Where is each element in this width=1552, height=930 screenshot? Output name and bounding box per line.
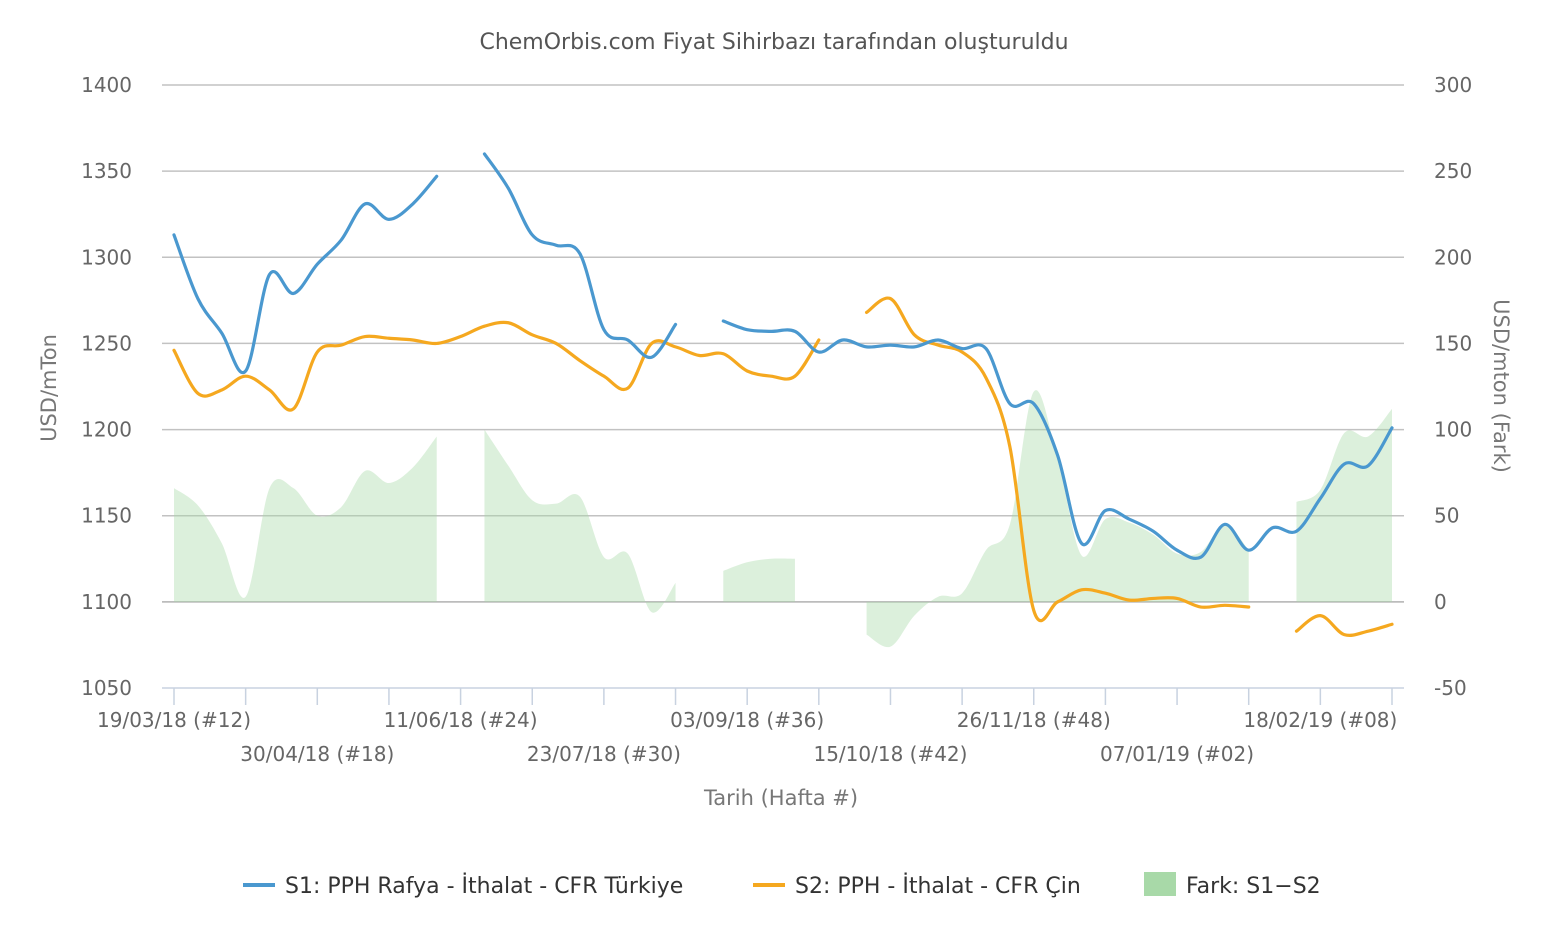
x-tick-label: 19/03/18 (#12) [97,708,251,732]
x-tick-label: 18/02/19 (#08) [1243,708,1397,732]
legend-item-fark[interactable]: Fark: S1−S2 [1144,872,1321,899]
series-s1-line [482,152,678,359]
series-s1-line [172,174,439,375]
series-s1-line [721,319,1394,561]
y-left-tick-label: 1400 [81,73,132,97]
x-axis-title: Tarih (Hafta #) [703,786,858,810]
legend: S1: PPH Rafya - İthalat - CFR Türkiye S2… [243,872,1321,899]
y-left-tick-label: 1300 [81,245,132,269]
y-left-tick-label: 1200 [81,418,132,442]
y-axis-right-ticks: -50 0 50 100 150 200 250 300 [1434,73,1472,700]
y-right-tick-label: 200 [1434,245,1472,269]
legend-label-fark: Fark: S1−S2 [1186,874,1321,899]
difference-area [484,429,676,613]
series-s2-line [864,296,1251,623]
chart-title: ChemOrbis.com Fiyat Sihirbazı tarafından… [479,30,1068,55]
y-right-tick-label: 0 [1434,590,1447,614]
x-tick-label: 26/11/18 (#48) [957,708,1111,732]
x-tick-label: 15/10/18 (#42) [813,742,967,766]
series-s2-line [172,320,821,412]
series-s2-line [1294,614,1394,637]
y-left-tick-label: 1350 [81,159,132,183]
legend-label-s1: S1: PPH Rafya - İthalat - CFR Türkiye [285,873,683,899]
y-axis-left-ticks: 1050 1100 1150 1200 1250 1300 1350 1400 [81,73,132,700]
y-axis-right-title: USD/mton (Fark) [1489,299,1513,473]
x-tick-label: 23/07/18 (#30) [527,742,681,766]
x-tick-label: 07/01/19 (#02) [1100,742,1254,766]
x-tick-label: 03/09/18 (#36) [670,708,824,732]
legend-item-s1[interactable]: S1: PPH Rafya - İthalat - CFR Türkiye [243,873,683,899]
difference-area [723,558,795,602]
x-axis-ticks: 19/03/18 (#12) 30/04/18 (#18) 11/06/18 (#2… [97,687,1404,766]
y-right-tick-label: 300 [1434,73,1472,97]
legend-label-s2: S2: PPH - İthalat - CFR Çin [795,873,1081,899]
series-lines-layer [172,152,1394,637]
difference-area [174,436,437,602]
difference-area [866,390,1249,648]
y-left-tick-label: 1250 [81,331,132,355]
x-tick-label: 30/04/18 (#18) [240,742,394,766]
difference-area-layer [174,390,1392,648]
legend-swatch-fark [1144,872,1176,896]
y-left-tick-label: 1050 [81,676,132,700]
y-right-tick-label: 150 [1434,331,1472,355]
y-axis-left-title: USD/mTon [37,334,61,442]
y-right-tick-label: 50 [1434,504,1459,528]
legend-item-s2[interactable]: S2: PPH - İthalat - CFR Çin [753,873,1081,899]
x-tick-label: 11/06/18 (#24) [384,708,538,732]
grid-lines [162,84,1404,603]
y-right-tick-label: 100 [1434,418,1472,442]
y-right-tick-label: 250 [1434,159,1472,183]
difference-area [1296,408,1392,602]
y-left-tick-label: 1150 [81,504,132,528]
y-right-tick-label: -50 [1434,676,1467,700]
y-left-tick-label: 1100 [81,590,132,614]
